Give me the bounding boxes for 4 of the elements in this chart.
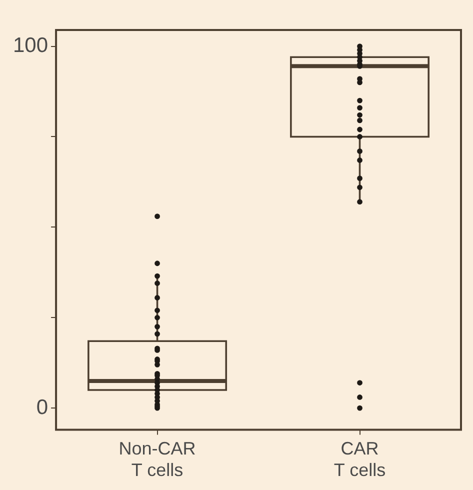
x-tick-label: Non-CAR T cells [118,438,196,480]
y-tick-label: 100 [12,34,48,58]
x-tick-label: CAR T cells [334,438,386,480]
y-tick-label: 0 [36,396,48,419]
